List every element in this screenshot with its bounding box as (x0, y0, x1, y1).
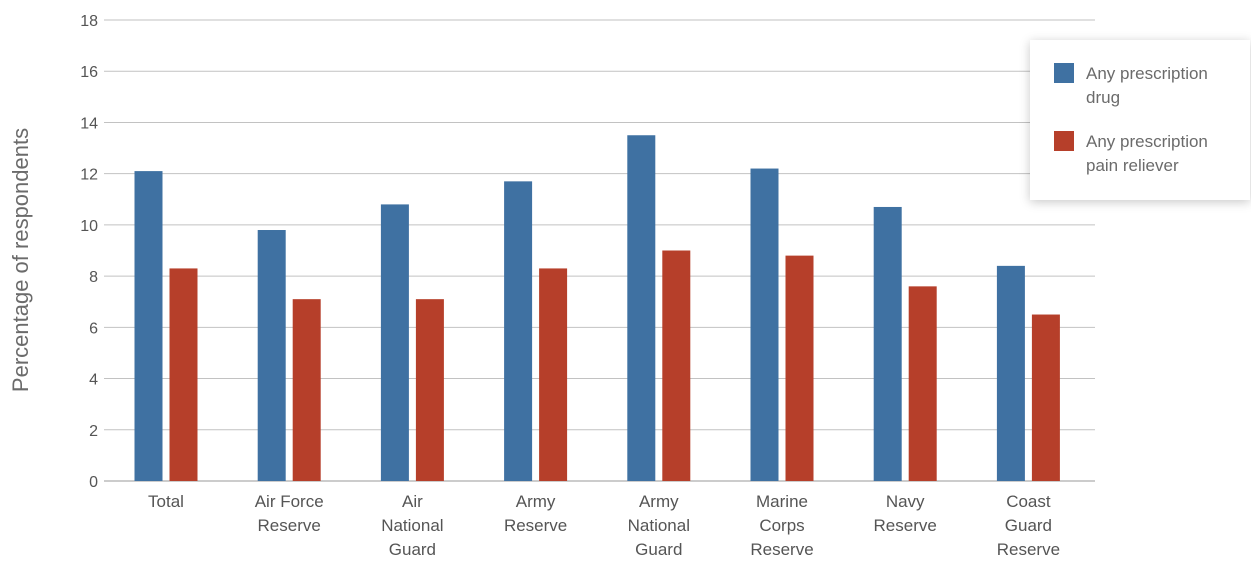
bar-prescription-pain-reliever (785, 255, 814, 481)
y-axis-label: Percentage of respondents (8, 128, 33, 392)
legend-label-line: pain reliever (1086, 156, 1179, 175)
legend-swatch-prescription-pain-reliever (1054, 131, 1074, 151)
bar-prescription-pain-reliever (292, 299, 321, 481)
legend-label-prescription-pain-reliever: Any prescription pain reliever (1086, 130, 1236, 178)
x-tick-label: Army Reserve (504, 492, 567, 535)
x-tick-label: Total (148, 492, 184, 511)
x-tick-label-line: Air Force (255, 492, 324, 511)
y-tick-label: 12 (80, 167, 98, 184)
x-tick-label-line: Guard (1005, 516, 1052, 535)
bar-prescription-drug (380, 204, 409, 481)
bar-prescription-pain-reliever (662, 250, 691, 481)
x-tick-label: Army National Guard (628, 492, 690, 559)
x-tick-label: Air Force Reserve (255, 492, 324, 535)
bar-prescription-pain-reliever (169, 268, 198, 481)
legend-label-line: Any prescription (1086, 64, 1208, 83)
bars (134, 135, 1060, 482)
x-tick-label-line: Marine (756, 492, 808, 511)
bar-prescription-drug (750, 168, 779, 482)
y-tick-label: 14 (80, 115, 98, 132)
x-tick-label-line: National (381, 516, 443, 535)
bar-prescription-drug (627, 135, 656, 481)
x-tick-label-line: Guard (389, 540, 436, 559)
x-tick-label-line: Reserve (504, 516, 567, 535)
legend: Any prescription drug Any prescription p… (1030, 40, 1250, 200)
gridlines (104, 19, 1095, 482)
x-tick-label: Coast Guard Reserve (997, 492, 1060, 559)
x-tick-label-line: Army (639, 492, 679, 511)
bar-prescription-pain-reliever (415, 299, 444, 481)
bar-prescription-drug (504, 181, 533, 481)
x-tick-label-line: Reserve (997, 540, 1060, 559)
legend-swatch-prescription-drug (1054, 63, 1074, 83)
x-tick-label-line: Reserve (258, 516, 321, 535)
x-tick-label: Marine Corps Reserve (750, 492, 813, 559)
x-tick-label-line: Total (148, 492, 184, 511)
legend-label-prescription-drug: Any prescription drug (1086, 62, 1236, 110)
y-tick-label: 8 (89, 269, 98, 286)
bar-prescription-pain-reliever (1031, 314, 1060, 481)
legend-label-line: drug (1086, 88, 1121, 107)
x-tick-label-line: Guard (635, 540, 682, 559)
legend-item-prescription-pain-reliever: Any prescription pain reliever (1054, 130, 1236, 178)
x-tick-label: Navy Reserve (874, 492, 937, 535)
legend-label-line: Any prescription (1086, 132, 1208, 151)
x-tick-label-line: Air (402, 492, 423, 511)
y-tick-label: 18 (80, 13, 98, 30)
legend-item-prescription-drug: Any prescription drug (1054, 62, 1236, 110)
x-tick-label-line: Army (516, 492, 556, 511)
bar-prescription-drug (134, 171, 163, 481)
y-tick-label: 10 (80, 218, 98, 235)
y-tick-label: 4 (89, 372, 98, 389)
y-axis-ticks: 0 2 4 6 8 10 12 14 16 18 (80, 13, 98, 491)
x-tick-label-line: National (628, 516, 690, 535)
y-tick-label: 6 (89, 320, 98, 337)
bar-prescription-drug (996, 265, 1025, 481)
x-tick-label: Air National Guard (381, 492, 443, 559)
bar-prescription-pain-reliever (539, 268, 568, 481)
bar-prescription-drug (873, 206, 902, 481)
y-tick-label: 16 (80, 64, 98, 81)
x-tick-label-line: Corps (759, 516, 804, 535)
bar-prescription-drug (257, 230, 286, 481)
x-tick-label-line: Navy (886, 492, 925, 511)
y-tick-label: 0 (89, 474, 98, 491)
x-tick-label-line: Reserve (874, 516, 937, 535)
x-tick-label-line: Coast (1006, 492, 1051, 511)
bar-prescription-pain-reliever (908, 286, 937, 481)
y-tick-label: 2 (89, 423, 98, 440)
x-tick-label-line: Reserve (750, 540, 813, 559)
